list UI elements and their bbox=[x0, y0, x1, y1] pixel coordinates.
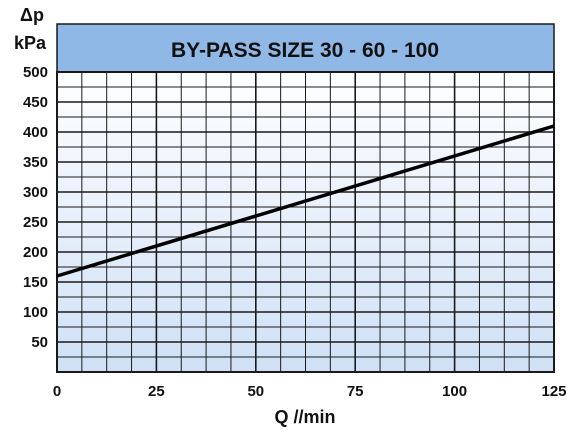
x-tick-label: 75 bbox=[347, 383, 364, 400]
x-tick-label: 0 bbox=[53, 383, 61, 400]
y-tick-label: 350 bbox=[23, 154, 48, 171]
y-tick-label: 250 bbox=[23, 214, 48, 231]
y-tick-label: 450 bbox=[23, 94, 48, 111]
grid bbox=[56, 23, 555, 373]
y-tick-label: 100 bbox=[23, 304, 48, 321]
x-tick-label: 50 bbox=[247, 383, 264, 400]
x-tick-label: 100 bbox=[442, 383, 467, 400]
series-group bbox=[56, 124, 555, 278]
series-line-0 bbox=[56, 124, 555, 278]
chart-title: BY-PASS SIZE 30 - 60 - 100 bbox=[171, 39, 439, 62]
y-tick-label: 300 bbox=[23, 184, 48, 201]
x-tick-label: 25 bbox=[148, 383, 165, 400]
y-axis-ticks: 50 100 150 200 250 300 350 400 450 500 bbox=[23, 64, 48, 351]
title-band-frame bbox=[56, 23, 555, 73]
y-axis-symbol: Δp bbox=[20, 5, 44, 25]
title-band bbox=[57, 24, 554, 72]
y-tick-label: 50 bbox=[31, 334, 48, 351]
y-tick-label: 400 bbox=[23, 124, 48, 141]
y-tick-label: 500 bbox=[23, 64, 48, 81]
x-axis-label: Q //min bbox=[274, 407, 335, 427]
x-tick-label: 125 bbox=[541, 383, 566, 400]
x-axis-ticks: 0 25 50 75 100 125 bbox=[53, 383, 567, 400]
y-tick-label: 150 bbox=[23, 274, 48, 291]
y-tick-label: 200 bbox=[23, 244, 48, 261]
y-axis-unit: kPa bbox=[14, 33, 47, 53]
